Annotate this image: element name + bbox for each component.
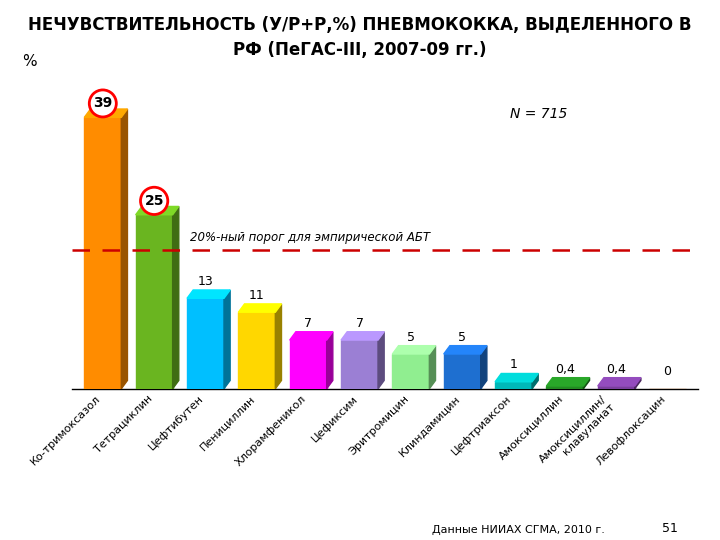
- Text: 7: 7: [356, 316, 364, 329]
- Text: Данные НИИАХ СГМА, 2010 г.: Данные НИИАХ СГМА, 2010 г.: [432, 524, 605, 535]
- Text: 11: 11: [249, 289, 265, 302]
- Text: НЕЧУВСТВИТЕЛЬНОСТЬ (У/Р+Р,%) ПНЕВМОКОККА, ВЫДЕЛЕННОГО В: НЕЧУВСТВИТЕЛЬНОСТЬ (У/Р+Р,%) ПНЕВМОКОККА…: [28, 16, 692, 34]
- Polygon shape: [327, 332, 333, 389]
- Text: 51: 51: [662, 522, 678, 535]
- Text: РФ (ПеГАС-III, 2007-09 гг.): РФ (ПеГАС-III, 2007-09 гг.): [233, 40, 487, 58]
- Text: 7: 7: [304, 316, 312, 329]
- Polygon shape: [187, 298, 224, 389]
- Polygon shape: [546, 386, 583, 389]
- Polygon shape: [532, 374, 539, 389]
- Polygon shape: [495, 382, 532, 389]
- Polygon shape: [135, 206, 179, 215]
- Polygon shape: [173, 206, 179, 389]
- Text: 0,4: 0,4: [555, 362, 575, 376]
- Polygon shape: [392, 346, 436, 354]
- Text: 25: 25: [145, 194, 164, 208]
- Text: 5: 5: [407, 330, 415, 343]
- Polygon shape: [224, 290, 230, 389]
- Polygon shape: [121, 109, 127, 389]
- Polygon shape: [135, 215, 173, 389]
- Polygon shape: [289, 340, 327, 389]
- Polygon shape: [495, 374, 539, 382]
- Polygon shape: [598, 386, 635, 389]
- Polygon shape: [289, 332, 333, 340]
- Polygon shape: [238, 304, 282, 312]
- Text: 13: 13: [197, 275, 213, 288]
- Polygon shape: [598, 377, 641, 386]
- Polygon shape: [341, 340, 378, 389]
- Polygon shape: [546, 377, 590, 386]
- Text: N = 715: N = 715: [510, 107, 568, 121]
- Polygon shape: [378, 332, 384, 389]
- Polygon shape: [444, 354, 481, 389]
- Polygon shape: [84, 117, 121, 389]
- Polygon shape: [444, 346, 487, 354]
- Text: 0: 0: [664, 366, 672, 379]
- Text: %: %: [22, 55, 37, 69]
- Text: 0,4: 0,4: [606, 362, 626, 376]
- Polygon shape: [429, 346, 436, 389]
- Text: 20%-ный порог для эмпирической АБТ: 20%-ный порог для эмпирической АБТ: [190, 231, 430, 244]
- Polygon shape: [481, 346, 487, 389]
- Polygon shape: [341, 332, 384, 340]
- Polygon shape: [583, 377, 590, 389]
- Polygon shape: [635, 377, 641, 389]
- Text: 1: 1: [510, 359, 518, 372]
- Polygon shape: [84, 109, 127, 117]
- Polygon shape: [187, 290, 230, 298]
- Text: 39: 39: [93, 97, 112, 111]
- Polygon shape: [238, 312, 275, 389]
- Polygon shape: [275, 304, 282, 389]
- Text: 5: 5: [458, 330, 467, 343]
- Polygon shape: [392, 354, 429, 389]
